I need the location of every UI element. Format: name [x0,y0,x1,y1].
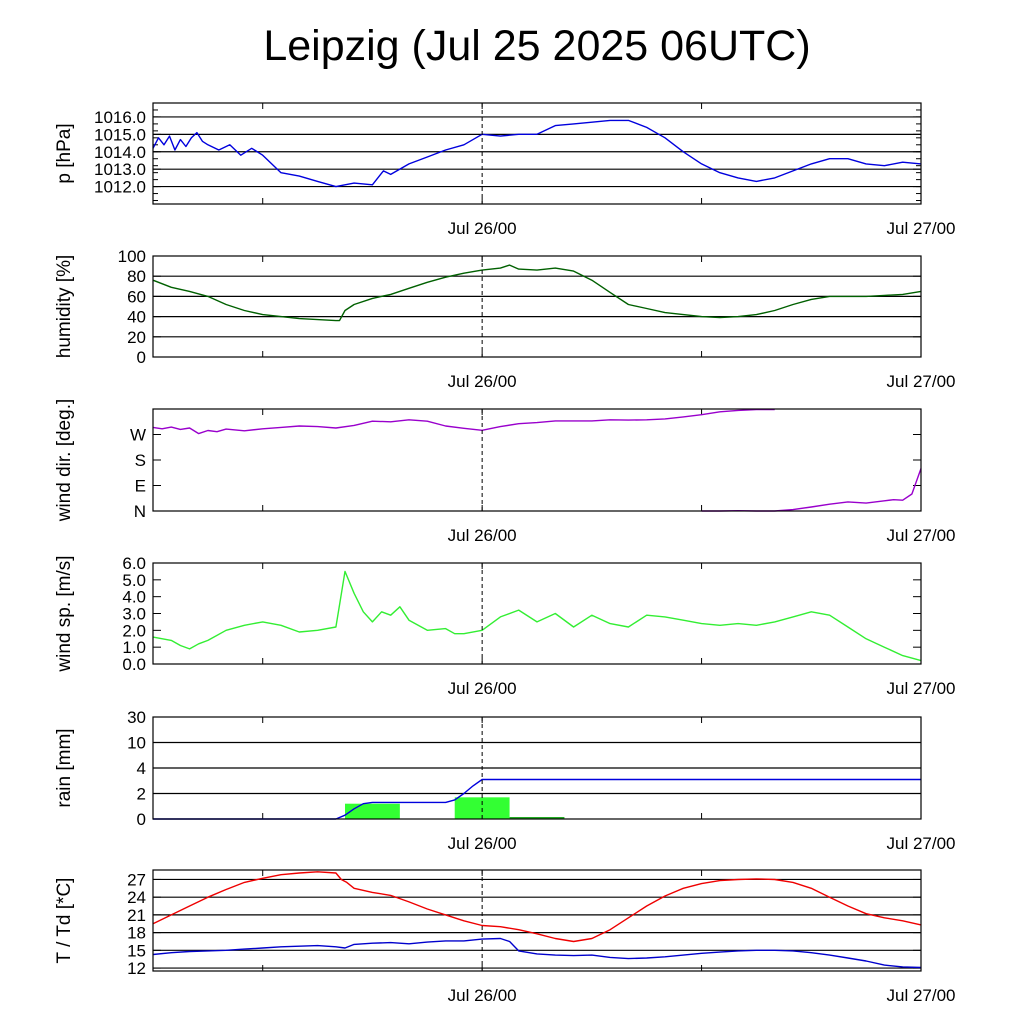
y-tick-label: W [130,426,146,445]
y-tick-label: 60 [127,287,146,306]
y-axis-label: p [hPa] [54,123,75,183]
y-tick-label: 21 [127,906,146,925]
rain-bar [345,803,400,819]
y-tick-label: 15 [127,941,146,960]
x-tick-label: Jul 27/00 [887,526,956,545]
y-tick-label: 2 [137,785,146,804]
plot-frame [152,408,922,512]
x-tick-label: Jul 26/00 [448,986,517,1005]
x-tick-label: Jul 26/00 [448,219,517,238]
y-tick-label: 30 [127,708,146,727]
y-tick-label: 2.0 [122,621,146,640]
y-axis-label: wind sp. [m/s] [54,555,75,672]
y-tick-label: 27 [127,870,146,889]
y-tick-label: 10 [127,734,146,753]
plot-frame [152,716,922,820]
y-axis-label: rain [mm] [54,728,75,807]
y-tick-label: 1014.0 [94,143,146,162]
rain-series-line-1 [153,778,921,820]
y-tick-label: 4.0 [122,588,146,607]
temperature-series-line-1 [152,871,922,943]
wind_dir-series-line-2 [701,468,922,512]
y-tick-label: 1012.0 [94,178,146,197]
y-tick-label: 80 [127,267,146,286]
x-tick-label: Jul 27/00 [887,219,956,238]
wind_speed-series-line-1 [152,570,922,662]
y-tick-label: 100 [118,247,146,266]
y-tick-label: 5.0 [122,571,146,590]
y-tick-label: 3.0 [122,605,146,624]
x-tick-label: Jul 26/00 [448,834,517,853]
y-tick-label: 12 [127,959,146,978]
y-axis-label: wind dir. [deg.] [54,399,75,523]
page-title: Leipzig (Jul 25 2025 06UTC) [263,22,811,70]
y-tick-label: 4 [137,759,146,778]
y-tick-label: 24 [127,888,146,907]
y-tick-label: 1016.0 [94,108,146,127]
temperature-series-line-2 [152,937,922,969]
y-tick-label: 40 [127,308,146,327]
y-tick-label: 1013.0 [94,160,146,179]
wind-speed-panel: 0.01.02.03.04.05.06.0 Jul 26/00 Jul 27/00 w… [54,554,956,698]
y-tick-label: E [135,477,146,496]
y-tick-label: 20 [127,328,146,347]
y-tick-label: 0 [137,348,146,367]
y-tick-label: 1015.0 [94,125,146,144]
x-tick-label: Jul 27/00 [887,372,956,391]
y-tick-label: 18 [127,924,146,943]
plot-frame [152,869,922,972]
y-tick-label: S [135,451,146,470]
plot-frame [152,102,922,205]
x-tick-label: Jul 26/00 [448,372,517,391]
x-tick-label: Jul 27/00 [887,986,956,1005]
y-tick-label: 0 [137,810,146,829]
plot-frame [152,255,922,358]
humidity-series-line-1 [152,264,922,322]
x-tick-label: Jul 26/00 [448,679,517,698]
y-tick-label: 1.0 [122,638,146,657]
y-tick-label: N [134,502,146,521]
wind_dir-series-line-1 [152,408,775,435]
x-tick-label: Jul 27/00 [887,679,956,698]
y-axis-label: humidity [%] [54,255,75,358]
x-tick-label: Jul 26/00 [448,526,517,545]
y-tick-label: 6.0 [122,554,146,573]
plot-frame [152,562,922,665]
pressure-series-line-1 [152,119,922,188]
y-tick-label: 0.0 [122,655,146,674]
x-tick-label: Jul 27/00 [887,834,956,853]
y-axis-label: T / Td [*C] [54,878,75,964]
rain-panel: 0 2 4 10 30 Jul 26/00 Jul 27/00 rain [mm] [54,708,956,853]
